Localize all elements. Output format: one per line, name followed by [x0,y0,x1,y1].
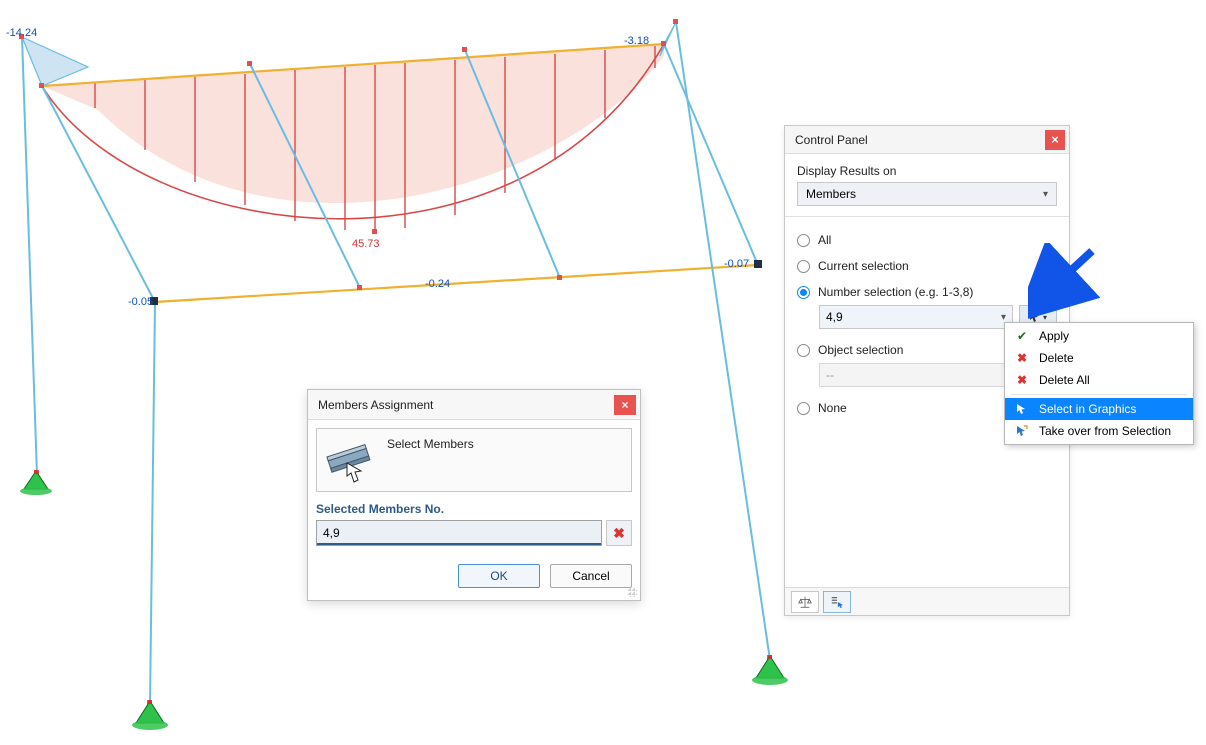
delete-icon: ✖ [1015,351,1029,365]
cancel-label: Cancel [572,569,609,583]
option-number-label: Number selection (e.g. 1-3,8) [818,285,973,299]
option-none-label: None [818,401,847,415]
members-assignment-dialog: Members Assignment × Select Members Sele… [307,389,641,601]
clear-button[interactable]: ✖ [606,520,632,546]
tab-filter[interactable] [823,591,851,613]
object-selection-value: -- [826,368,834,382]
radio-icon [797,234,810,247]
dropdown-delete-all-label: Delete All [1039,373,1090,387]
caret-down-icon: ▾ [1043,313,1047,322]
dropdown-apply-label: Apply [1039,329,1069,343]
number-selection-value: 4,9 [826,310,843,324]
dropdown-take-over-label: Take over from Selection [1039,424,1171,438]
delete-all-icon: ✖ [1015,373,1029,387]
option-number[interactable]: Number selection (e.g. 1-3,8) [797,279,1057,305]
value-label: -14.24 [6,27,37,39]
resize-grip[interactable] [627,587,637,597]
radio-icon [797,260,810,273]
dropdown-apply[interactable]: ✔ Apply [1005,325,1193,347]
check-icon: ✔ [1015,329,1029,343]
dropdown-select-graphics-label: Select in Graphics [1039,402,1136,416]
number-selection-input[interactable]: 4,9 ▾ [819,305,1013,329]
dropdown-take-over[interactable]: Take over from Selection [1005,420,1193,442]
option-object-label: Object selection [818,343,903,357]
instruction-panel: Select Members [316,428,632,492]
option-current-label: Current selection [818,259,909,273]
delete-icon: ✖ [613,525,625,542]
dialog-titlebar[interactable]: Members Assignment × [308,390,640,420]
control-panel-footer [785,587,1069,615]
display-results-value: Members [806,187,856,201]
value-label: 45.73 [352,238,380,250]
take-over-icon [1015,424,1029,438]
cancel-button[interactable]: Cancel [550,564,632,588]
radio-icon [797,344,810,357]
ok-button[interactable]: OK [458,564,540,588]
radio-icon [797,402,810,415]
beam-icon [323,436,377,484]
tab-scales[interactable] [791,591,819,613]
option-all-label: All [818,233,831,247]
value-label: -0.05 [128,296,153,308]
moment-diagram-fill [42,44,664,203]
top-left-triangle [22,37,88,86]
ok-label: OK [490,569,507,583]
cursor-icon [1015,402,1029,416]
chevron-down-icon: ▾ [1001,312,1006,323]
selection-dropdown: ✔ Apply ✖ Delete ✖ Delete All Select in … [1004,322,1194,445]
option-current[interactable]: Current selection [797,253,1057,279]
display-results-label: Display Results on [797,164,1057,178]
selected-members-value: 4,9 [323,526,340,540]
value-label: -0.24 [425,278,450,290]
dropdown-delete-label: Delete [1039,351,1074,365]
value-label: -0.07 [724,258,749,270]
control-panel-titlebar[interactable]: Control Panel × [785,126,1069,154]
chevron-down-icon: ▾ [1043,189,1048,200]
dropdown-select-graphics[interactable]: Select in Graphics [1005,398,1193,420]
bottom-chord [155,265,758,302]
dialog-title: Members Assignment [318,398,614,412]
selected-members-input[interactable]: 4,9 [316,520,602,546]
list-cursor-icon [830,595,844,609]
radio-icon [797,286,810,299]
display-results-select[interactable]: Members ▾ [797,182,1057,206]
selected-members-label: Selected Members No. [316,502,632,516]
close-icon[interactable]: × [1045,130,1065,150]
close-icon[interactable]: × [614,395,636,415]
dropdown-delete[interactable]: ✖ Delete [1005,347,1193,369]
option-all[interactable]: All [797,227,1057,253]
balance-icon [798,595,812,609]
control-panel-title: Control Panel [795,133,1045,147]
value-label: -3.18 [624,35,649,47]
instruction-label: Select Members [387,437,474,451]
dropdown-delete-all[interactable]: ✖ Delete All [1005,369,1193,391]
